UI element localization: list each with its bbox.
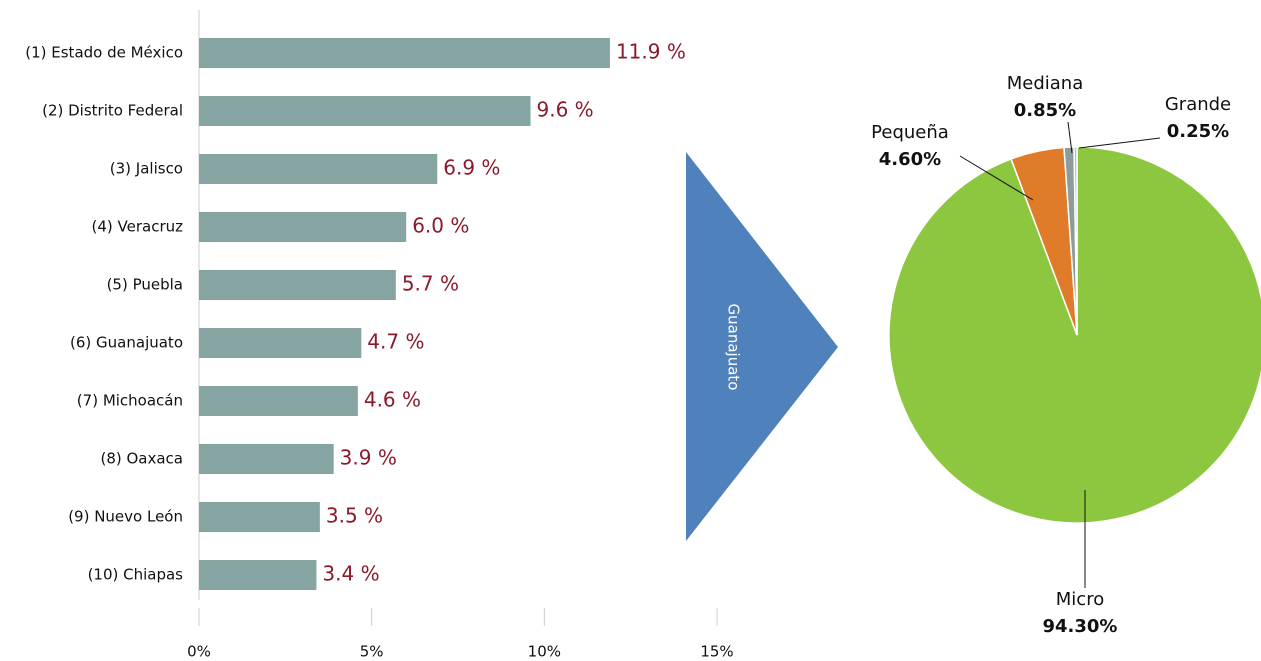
value-label: 3.5 % (326, 504, 383, 528)
x-tick-label: 0% (187, 643, 211, 661)
bar (199, 560, 317, 590)
category-label: (6) Guanajuato (70, 334, 183, 352)
bar (199, 328, 362, 358)
value-label: 3.4 % (322, 562, 379, 586)
value-label: 4.7 % (367, 330, 424, 354)
bar (199, 270, 396, 300)
value-label: 11.9 % (616, 40, 686, 64)
slice-value: 94.30% (1043, 616, 1118, 637)
value-label: 5.7 % (402, 272, 459, 296)
leader-line (1078, 137, 1161, 149)
bar (199, 444, 334, 474)
pie-slice (888, 146, 1261, 524)
slice-value: 0.85% (1014, 100, 1076, 121)
slice-value: 0.25% (1167, 121, 1229, 142)
x-tick-label: 15% (700, 643, 733, 661)
category-label: (5) Puebla (107, 276, 183, 294)
bar (199, 386, 358, 416)
bar (199, 38, 610, 68)
slice-name: Pequeña (871, 122, 949, 143)
pie-slice (1073, 146, 1078, 336)
slice-name: Micro (1056, 589, 1104, 610)
bar (199, 502, 320, 532)
x-tick-label: 10% (528, 643, 561, 661)
arrow (686, 152, 838, 541)
value-label: 9.6 % (537, 98, 594, 122)
leader-line (959, 155, 1034, 201)
category-label: (9) Nuevo León (68, 508, 183, 526)
arrow-label: Guanajuato (725, 304, 743, 391)
leader-line (1067, 121, 1073, 154)
category-label: (7) Michoacán (77, 392, 183, 410)
value-label: 4.6 % (364, 388, 421, 412)
x-tick-label: 5% (360, 643, 384, 661)
bar (199, 212, 407, 242)
slice-name: Mediana (1007, 73, 1084, 94)
category-label: (10) Chiapas (88, 566, 184, 584)
slice-name: Grande (1165, 94, 1231, 115)
bar (199, 96, 531, 126)
value-label: 6.9 % (443, 156, 500, 180)
slice-value: 4.60% (879, 149, 941, 170)
category-label: (2) Distrito Federal (42, 102, 183, 120)
category-label: (4) Veracruz (92, 218, 184, 236)
category-label: (8) Oaxaca (100, 450, 183, 468)
category-label: (3) Jalisco (110, 160, 183, 178)
bar (199, 154, 438, 184)
category-label: (1) Estado de México (25, 44, 183, 62)
value-label: 6.0 % (412, 214, 469, 238)
value-label: 3.9 % (340, 446, 397, 470)
